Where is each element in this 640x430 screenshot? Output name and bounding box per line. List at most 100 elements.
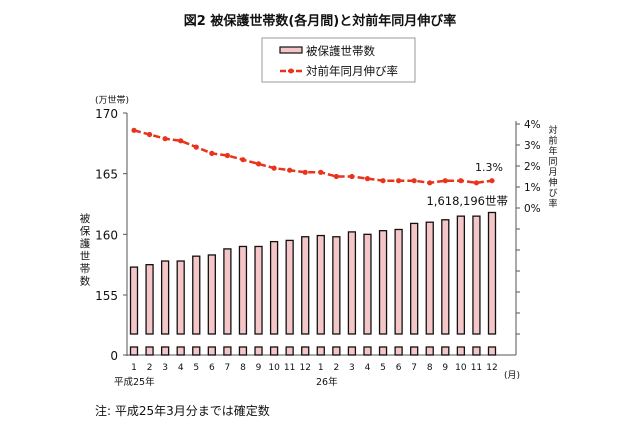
bar bbox=[301, 236, 310, 335]
x-tick-label: 2 bbox=[333, 363, 339, 373]
annotation-last-rate: 1.3% bbox=[475, 161, 503, 174]
bar bbox=[394, 228, 403, 335]
rate-point bbox=[473, 180, 480, 186]
y-left-title: 被保護世帯数 bbox=[80, 212, 91, 288]
chart-title: 図2 被保護世帯数(各月間)と対前年同月伸び率 bbox=[184, 13, 456, 29]
x-tick-label: 7 bbox=[225, 363, 231, 373]
rate-point bbox=[162, 136, 168, 142]
y-left-title-char: 保 bbox=[80, 225, 91, 238]
x-tick-label: 5 bbox=[193, 363, 199, 373]
bar bbox=[160, 260, 170, 335]
y-right-title-char: 前 bbox=[548, 135, 557, 147]
bar-stub bbox=[363, 346, 372, 356]
legend: 被保護世帯数 対前年同月伸び率 bbox=[261, 37, 416, 83]
bar-stub bbox=[394, 346, 403, 356]
x-tick-label: 10 bbox=[455, 363, 467, 373]
x-tick-label: 12 bbox=[299, 363, 310, 373]
y-left-title-char: 護 bbox=[80, 237, 91, 250]
rate-point bbox=[302, 169, 308, 175]
bar-stub bbox=[285, 346, 294, 356]
bar-stub bbox=[487, 346, 497, 356]
bar bbox=[410, 222, 419, 335]
x-tick-label: 4 bbox=[365, 363, 371, 373]
y-left-tick-label: 155 bbox=[95, 289, 118, 303]
y-right-title-char: 伸 bbox=[548, 177, 557, 189]
bar bbox=[238, 245, 248, 335]
x-tick-label: 11 bbox=[284, 363, 295, 373]
y-right-title-char: 月 bbox=[548, 167, 557, 178]
y-left-tick-label: 165 bbox=[95, 168, 118, 182]
bar-stub bbox=[456, 346, 466, 356]
y-right-tick-label: 1% bbox=[524, 182, 541, 194]
bar-stub bbox=[332, 346, 341, 356]
bar bbox=[347, 231, 357, 335]
rate-point bbox=[427, 180, 433, 186]
bar bbox=[223, 248, 232, 335]
x-tick-label: 6 bbox=[396, 363, 402, 373]
x-tick-label: 10 bbox=[268, 363, 280, 373]
footnote: 注: 平成25年3月分までは確定数 bbox=[95, 403, 270, 418]
x-tick-label: 4 bbox=[178, 363, 184, 373]
y-right-title-char: 年 bbox=[548, 145, 557, 157]
bar-stub bbox=[347, 346, 357, 356]
y-right-title-char: 対 bbox=[548, 124, 557, 136]
x-tick-label: 8 bbox=[240, 363, 246, 373]
x-unit-label: (月) bbox=[504, 370, 520, 381]
rate-point bbox=[411, 178, 417, 184]
legend-bar-swatch bbox=[279, 46, 303, 54]
x-tick-label: 2 bbox=[147, 363, 153, 373]
y-left-title-char: 被 bbox=[80, 212, 91, 225]
y-left-tick-label: 170 bbox=[95, 107, 118, 121]
x-tick-label: 6 bbox=[209, 363, 215, 373]
bar-stub bbox=[269, 346, 279, 356]
y-left-tick-label: 160 bbox=[95, 228, 118, 242]
rate-point bbox=[364, 176, 371, 182]
rate-point bbox=[333, 173, 339, 180]
rate-point bbox=[240, 157, 246, 163]
bar bbox=[363, 233, 372, 335]
bar bbox=[425, 221, 434, 335]
bar-stub bbox=[378, 346, 388, 356]
bar-stub bbox=[207, 346, 216, 356]
x-tick-label: 9 bbox=[442, 363, 448, 373]
y-left-title-char: 数 bbox=[80, 275, 91, 288]
bar-stub bbox=[301, 346, 310, 356]
rate-point bbox=[255, 161, 262, 167]
bar bbox=[487, 211, 497, 335]
y-right-title-char: 同 bbox=[548, 157, 557, 168]
rate-point bbox=[380, 178, 386, 184]
rate-point bbox=[489, 178, 495, 184]
bar bbox=[472, 215, 481, 335]
bar bbox=[316, 234, 325, 335]
year-label: 26年 bbox=[316, 376, 338, 388]
y-right-title-char: び bbox=[548, 188, 557, 199]
bar bbox=[332, 236, 341, 335]
bar bbox=[378, 230, 388, 335]
y-right-title: 対前年同月伸び率 bbox=[548, 124, 557, 210]
y-right-tick-label: 2% bbox=[524, 161, 541, 173]
x-tick-label: 9 bbox=[256, 363, 262, 373]
bar-stub bbox=[254, 346, 263, 356]
bar-stub bbox=[441, 346, 450, 356]
bar bbox=[129, 266, 139, 335]
bar bbox=[285, 239, 294, 335]
y-left-title-char: 帯 bbox=[80, 262, 91, 275]
bar bbox=[145, 264, 154, 335]
rate-point bbox=[458, 178, 464, 184]
rate-point bbox=[209, 150, 215, 156]
rate-point bbox=[396, 178, 402, 184]
rate-point bbox=[287, 167, 293, 173]
bar bbox=[176, 260, 185, 335]
rate-point bbox=[224, 152, 230, 159]
y-left-unit: (万世帯) bbox=[95, 94, 129, 106]
bar bbox=[269, 240, 279, 335]
bar-stub bbox=[145, 346, 154, 356]
x-tick-label: 1 bbox=[131, 363, 137, 373]
bar-stub bbox=[410, 346, 419, 356]
x-tick-label: 7 bbox=[411, 363, 417, 373]
bar-stub bbox=[176, 346, 185, 356]
x-tick-label: 12 bbox=[486, 363, 497, 373]
rate-line bbox=[133, 129, 493, 185]
y-left-title-char: 世 bbox=[80, 251, 91, 263]
